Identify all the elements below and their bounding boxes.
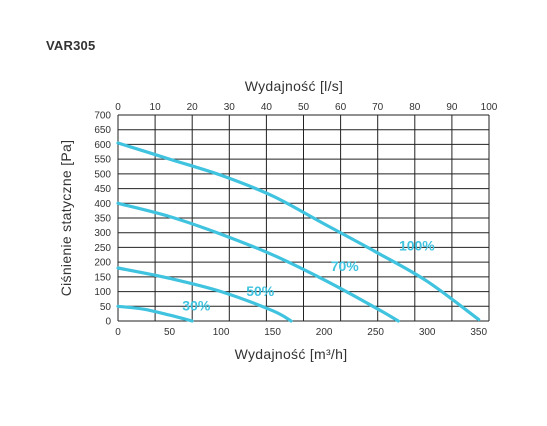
x2-tick-label: 40 [261, 102, 273, 113]
series-line-100pct [116, 141, 481, 322]
series-line-50pct [116, 266, 293, 323]
curves [116, 141, 481, 323]
x2-tick-label: 10 [150, 102, 162, 113]
y-tick-label: 550 [94, 155, 111, 166]
x2-tick-label: 30 [224, 102, 236, 113]
y-tick-label: 500 [94, 169, 111, 180]
y-tick-label: 600 [94, 140, 111, 151]
y-tick-label: 50 [100, 302, 112, 313]
x-tick-label: 250 [367, 327, 384, 338]
curve-label-50pct: 50% [246, 283, 275, 299]
x2-tick-label: 0 [115, 102, 121, 113]
y-tick-label: 0 [105, 317, 111, 328]
x2-tick-label: 50 [298, 102, 310, 113]
y-tick-label: 700 [94, 111, 111, 122]
y-tick-label: 400 [94, 199, 111, 210]
grid [117, 114, 490, 322]
y-tick-label: 650 [94, 125, 111, 136]
x-tick-label: 200 [316, 327, 333, 338]
y-tick-label: 100 [94, 287, 111, 298]
curve-label-70pct: 70% [331, 258, 360, 274]
page-title: VAR305 [46, 38, 96, 53]
y-tick-label: 350 [94, 214, 111, 225]
x2-tick-label: 90 [446, 102, 458, 113]
x-tick-label: 50 [164, 327, 176, 338]
curve-labels: 100% 70% 50% 30% [182, 237, 435, 313]
x-tick-label: 0 [115, 327, 121, 338]
x-axis-title: Wydajność [m³/h] [235, 346, 348, 362]
x2-axis-title: Wydajność [l/s] [245, 78, 344, 94]
y-tick-label: 450 [94, 184, 111, 195]
x-tick-label: 100 [213, 327, 230, 338]
ticks: 0501001502002503003504004505005506006507… [94, 102, 497, 338]
y-tick-label: 300 [94, 228, 111, 239]
x2-tick-label: 100 [481, 102, 498, 113]
y-axis-title: Ciśnienie statyczne [Pa] [58, 140, 74, 297]
curve-label-30pct: 30% [182, 298, 211, 314]
y-tick-label: 150 [94, 272, 111, 283]
y-tick-label: 200 [94, 258, 111, 269]
curve-label-100pct: 100% [399, 237, 435, 253]
x-tick-label: 150 [264, 327, 281, 338]
series-line-30pct [116, 304, 194, 323]
x-tick-label: 300 [419, 327, 436, 338]
x2-tick-label: 20 [187, 102, 199, 113]
x2-tick-label: 70 [372, 102, 384, 113]
y-tick-label: 250 [94, 243, 111, 254]
series-line-70pct [116, 201, 400, 323]
x2-tick-label: 60 [335, 102, 347, 113]
x2-tick-label: 80 [409, 102, 421, 113]
x-tick-label: 350 [470, 327, 487, 338]
